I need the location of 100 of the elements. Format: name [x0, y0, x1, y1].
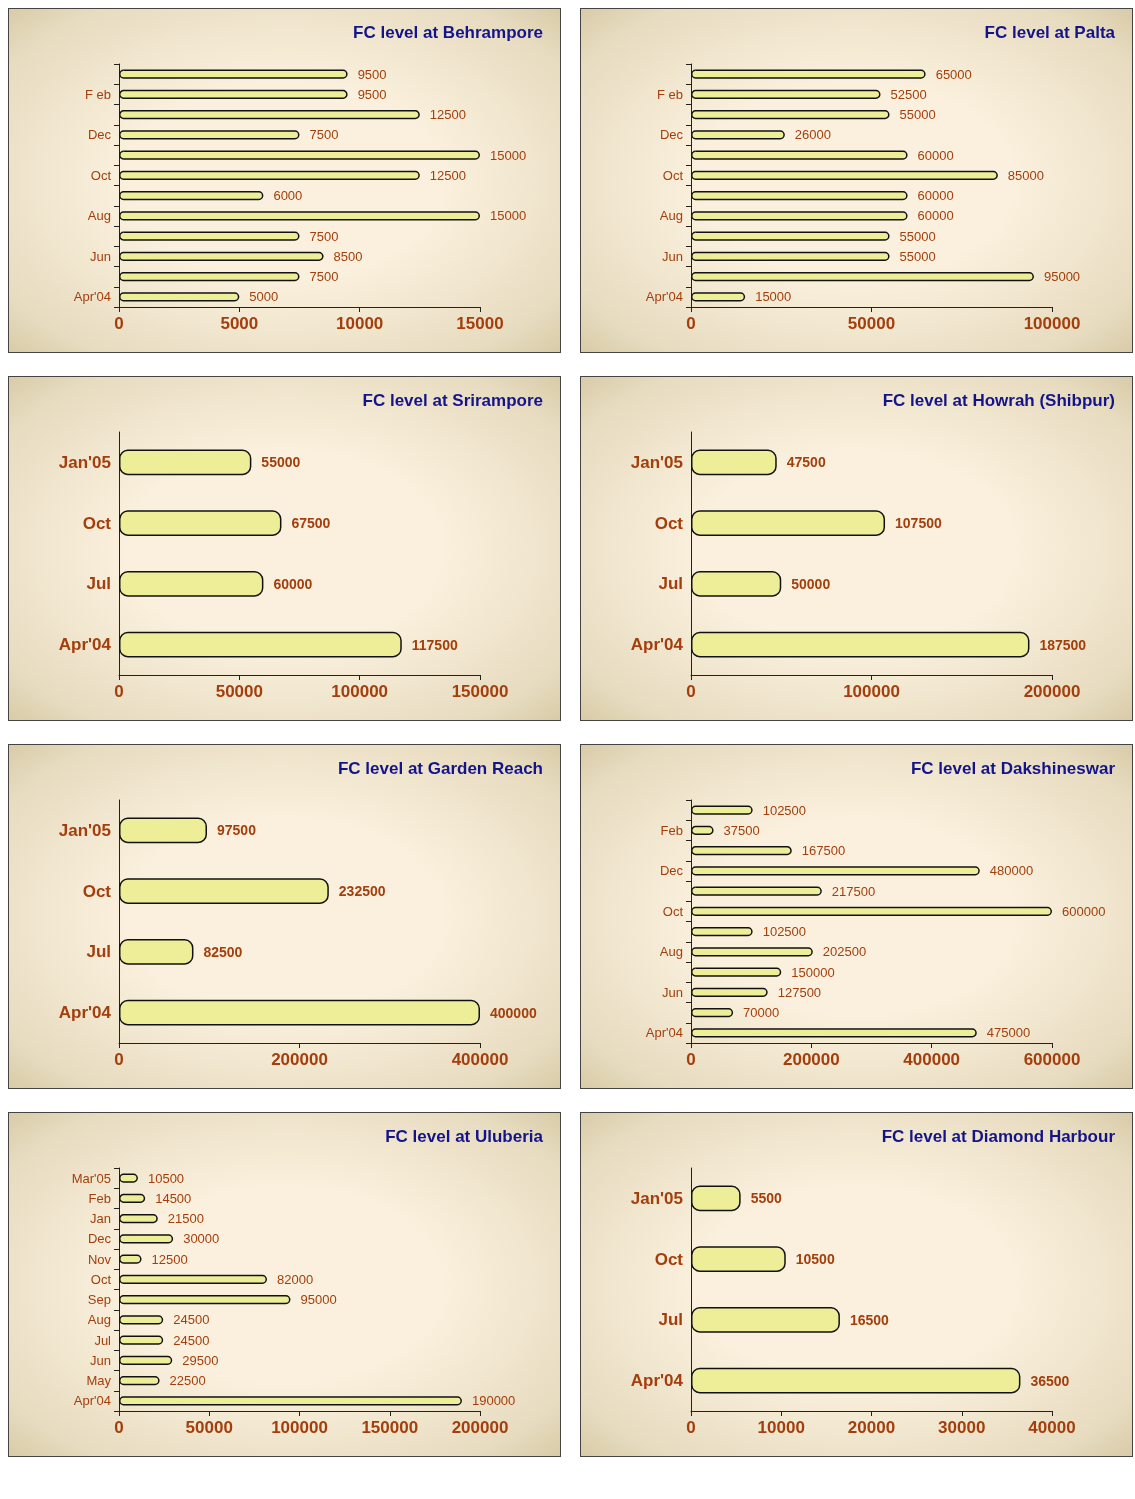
chart-title: FC level at Dakshineswar [910, 759, 1116, 778]
data-label: 5000 [249, 289, 279, 305]
y-tick-label: Jun [90, 248, 111, 264]
data-label: 217500 [831, 883, 876, 899]
data-label: 29500 [182, 1352, 219, 1368]
data-label: 26000 [794, 127, 832, 143]
data-label: 16500 [849, 1311, 890, 1328]
data-label: 475000 [986, 1025, 1031, 1041]
bar [119, 631, 402, 658]
data-label: 187500 [1039, 636, 1087, 653]
y-tick-label: Dec [87, 1231, 112, 1247]
data-label: 55000 [899, 248, 936, 264]
data-label: 37500 [723, 822, 760, 838]
chart-title: FC level at Diamond Harbour [881, 1127, 1116, 1146]
x-tick-label: 50000 [847, 314, 896, 333]
data-label: 50000 [791, 575, 831, 592]
x-tick-label: 0 [686, 1050, 696, 1069]
x-tick-label: 15000 [456, 314, 504, 333]
data-label: 97500 [216, 822, 257, 839]
x-tick-label: 0 [114, 314, 124, 333]
data-label: 8500 [333, 248, 363, 264]
bar [119, 1335, 164, 1345]
x-tick-label: 0 [114, 682, 124, 701]
bar [119, 231, 300, 241]
y-tick-label: Apr'04 [58, 1003, 112, 1023]
data-label: 82000 [277, 1271, 314, 1287]
y-tick-label: Feb [660, 822, 683, 838]
y-tick-label: Dec [659, 863, 684, 879]
x-tick-label: 100000 [271, 1418, 328, 1437]
y-tick-label: Jul [86, 942, 111, 962]
bar [119, 170, 420, 180]
data-label: 102500 [762, 924, 807, 940]
y-tick-label: Oct [662, 903, 684, 919]
y-tick-label: F eb [84, 86, 111, 102]
bar [691, 89, 881, 99]
data-label: 60000 [917, 208, 954, 224]
data-label: 600000 [1062, 903, 1106, 919]
bar [691, 449, 777, 476]
data-label: 400000 [490, 1004, 537, 1021]
data-label: 107500 [895, 515, 942, 532]
data-label: 15000 [755, 289, 792, 305]
x-tick-label: 150000 [451, 682, 509, 701]
bar [691, 191, 908, 201]
x-tick-label: 0 [114, 1050, 124, 1069]
bar [119, 69, 348, 79]
bar [119, 1234, 174, 1244]
data-label: 9500 [357, 66, 387, 82]
data-label: 5500 [750, 1190, 782, 1207]
y-tick-label: Oct [90, 167, 112, 183]
x-tick-label: 200000 [451, 1418, 509, 1437]
bar [691, 231, 890, 241]
data-label: 480000 [989, 863, 1034, 879]
x-tick-label: 100000 [331, 682, 389, 701]
bar [119, 510, 282, 536]
bar [119, 1376, 160, 1386]
data-label: 12500 [429, 167, 466, 183]
data-label: 95000 [300, 1292, 337, 1308]
bar [691, 886, 822, 896]
y-tick-label: Aug [87, 208, 111, 224]
x-tick-label: 50000 [185, 1418, 233, 1437]
bar [691, 251, 890, 261]
data-label: 190000 [471, 1393, 516, 1409]
data-label: 21500 [167, 1211, 204, 1227]
y-tick-label: Oct [90, 1271, 112, 1287]
y-tick-label: Oct [82, 513, 112, 533]
x-tick-label: 100000 [1023, 314, 1081, 333]
y-tick-label: May [86, 1373, 112, 1389]
data-label: 47500 [786, 454, 826, 471]
x-tick-label: 10000 [336, 314, 384, 333]
bar [691, 69, 926, 79]
data-label: 117500 [411, 636, 458, 653]
data-label: 10500 [795, 1251, 835, 1268]
data-label: 24500 [173, 1312, 210, 1328]
x-tick-label: 5000 [220, 314, 259, 333]
y-tick-label: Jan'05 [58, 452, 111, 472]
bar [119, 571, 264, 597]
data-label: 36500 [1030, 1372, 1070, 1389]
bar [691, 150, 908, 160]
data-label: 60000 [917, 188, 954, 204]
chart-title: FC level at Uluberia [385, 1127, 544, 1146]
x-tick-label: 200000 [1023, 682, 1081, 701]
data-label: 12500 [429, 107, 466, 123]
data-label: 127500 [777, 984, 822, 1000]
bar [119, 150, 480, 160]
bar [119, 1355, 173, 1365]
bar [691, 967, 782, 977]
y-tick-label: Jan [90, 1211, 111, 1227]
y-tick-label: Jan'05 [630, 452, 683, 472]
bar [691, 987, 768, 997]
bar [691, 1246, 786, 1272]
y-tick-label: Apr'04 [645, 289, 683, 305]
bar [119, 817, 207, 844]
y-tick-label: Apr'04 [58, 635, 112, 655]
y-tick-label: Aug [659, 944, 683, 960]
x-tick-label: 20000 [847, 1418, 896, 1437]
data-label: 232500 [338, 883, 386, 900]
chart-title: FC level at Srirampore [362, 391, 544, 410]
data-label: 22500 [169, 1373, 206, 1389]
bar [119, 110, 420, 120]
data-label: 60000 [917, 147, 954, 163]
